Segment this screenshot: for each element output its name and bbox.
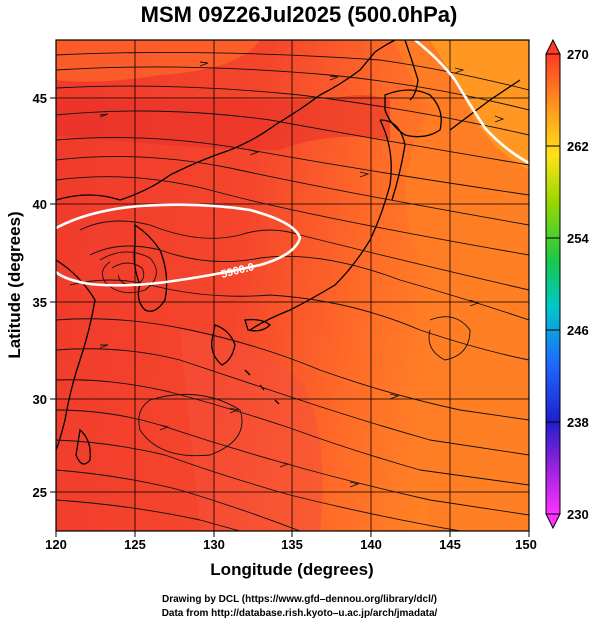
colorbar-tick-label: 246 <box>567 323 589 338</box>
colorbar-tick-label: 270 <box>567 47 589 62</box>
x-tick-label: 145 <box>439 537 461 552</box>
x-tick-label: 130 <box>203 537 225 552</box>
colorbar-scale <box>545 53 561 515</box>
contour-lines <box>56 40 529 287</box>
contour-northeast <box>414 40 529 165</box>
colorbar-bottom-arrow <box>545 513 561 530</box>
colorbar: 270 262 254 246 238 230 <box>545 38 589 530</box>
x-tick-label: 150 <box>515 537 537 552</box>
credit-drawing: Drawing by DCL (https://www.gfd–dennou.o… <box>161 594 437 605</box>
x-tick-label: 120 <box>45 537 67 552</box>
y-tick-label: 30 <box>33 392 47 407</box>
x-tick-label: 140 <box>360 537 382 552</box>
y-tick-label: 40 <box>33 197 47 212</box>
colorbar-tick-label: 238 <box>567 415 589 430</box>
y-tick-label: 25 <box>33 485 47 500</box>
colorbar-tick-label: 230 <box>567 507 589 522</box>
y-tick-label: 45 <box>33 91 47 106</box>
x-tick-labels: 120 125 130 135 140 145 150 <box>45 537 537 552</box>
warm-region-south <box>180 330 323 531</box>
cool-region-east <box>395 40 529 531</box>
y-axis-label: Latitude (degrees) <box>5 211 24 358</box>
tick-marks <box>50 97 530 537</box>
x-axis-label: Longitude (degrees) <box>210 560 373 579</box>
cool-region-northeast <box>430 40 529 170</box>
warm-band <box>56 95 390 150</box>
x-tick-label: 135 <box>281 537 303 552</box>
chart-title: MSM 09Z26Jul2025 (500.0hPa) <box>141 2 458 27</box>
contour-5900-west <box>56 203 302 287</box>
plot-area: 5900.0 <box>56 40 529 531</box>
x-tick-label: 125 <box>124 537 146 552</box>
cool-region-northwest <box>56 40 260 82</box>
colorbar-tick-label: 254 <box>567 231 589 246</box>
credit-data: Data from http://database.rish.kyoto–u.a… <box>161 608 438 619</box>
y-tick-labels: 45 40 35 30 25 <box>33 91 47 500</box>
colorbar-tick-label: 262 <box>567 139 589 154</box>
colorbar-top-arrow <box>545 38 561 55</box>
y-tick-label: 35 <box>33 295 47 310</box>
streamlines <box>56 51 529 531</box>
